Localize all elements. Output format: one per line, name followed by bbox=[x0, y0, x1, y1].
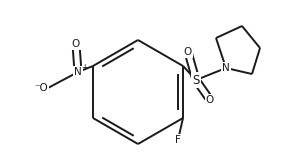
Text: N: N bbox=[222, 63, 230, 73]
Text: O: O bbox=[206, 95, 214, 105]
Text: ⁻O: ⁻O bbox=[34, 83, 48, 93]
Text: O: O bbox=[184, 47, 192, 57]
Text: F: F bbox=[175, 135, 181, 145]
Text: N: N bbox=[74, 67, 82, 77]
Text: +: + bbox=[81, 63, 87, 72]
Text: S: S bbox=[192, 73, 200, 87]
Text: O: O bbox=[72, 39, 80, 49]
